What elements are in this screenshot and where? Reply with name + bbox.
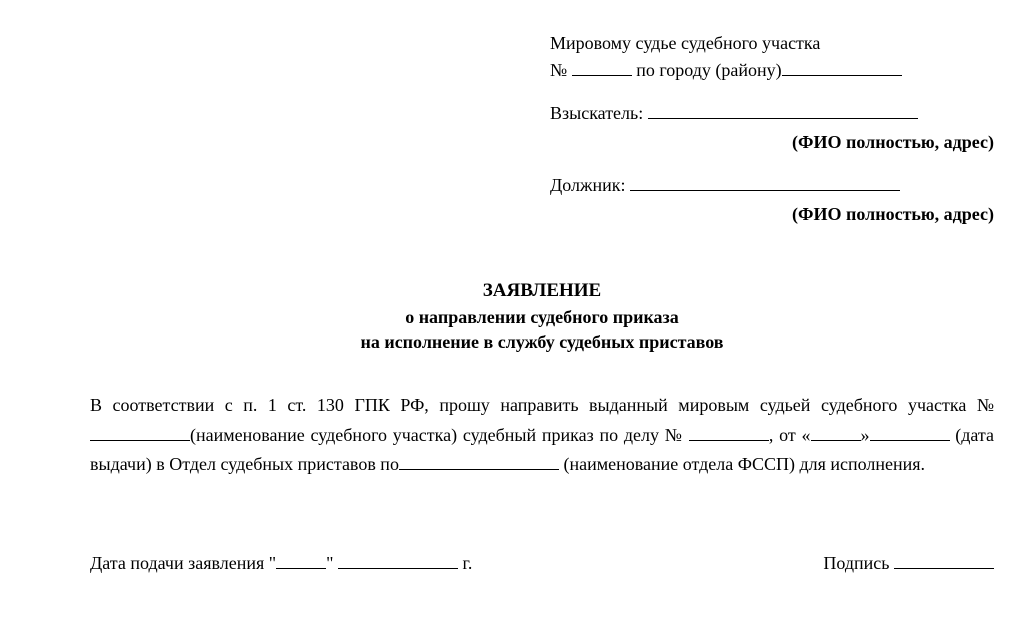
claimant-label: Взыскатель: — [550, 103, 643, 123]
debtor-label: Должник: — [550, 175, 625, 195]
city-label: по городу (району) — [636, 60, 781, 80]
title-line1: ЗАЯВЛЕНИЕ — [90, 278, 994, 305]
date-label: Дата подачи заявления " — [90, 553, 276, 573]
addressee-line1: Мировому судье судебного участка — [550, 30, 994, 57]
title-line3: на исполнение в службу судебных приставо… — [90, 330, 994, 355]
debtor-line: Должник: — [550, 172, 994, 199]
body-part3: , от « — [769, 425, 811, 445]
claimant-line: Взыскатель: — [550, 100, 994, 127]
blank-sub-day[interactable] — [276, 551, 326, 569]
blank-fssp-dept[interactable] — [399, 452, 559, 470]
blank-day[interactable] — [811, 423, 861, 441]
body-paragraph: В соответствии с п. 1 ст. 130 ГПК РФ, пр… — [90, 391, 994, 480]
debtor-block: Должник: (ФИО полностью, адрес) — [550, 172, 994, 228]
body-part6: (наименование отдела ФССП) для исполнени… — [563, 454, 925, 474]
date-mid: " — [326, 553, 333, 573]
body-part2: (наименование судебного участка) судебны… — [190, 425, 683, 445]
blank-case-number[interactable] — [689, 423, 769, 441]
sign-group: Подпись — [823, 550, 994, 577]
claimant-sub: (ФИО полностью, адрес) — [550, 129, 994, 156]
claimant-block: Взыскатель: (ФИО полностью, адрес) — [550, 100, 994, 156]
number-prefix: № — [550, 60, 567, 80]
addressee-line2: № по городу (району) — [550, 57, 994, 84]
body-part4: » — [861, 425, 870, 445]
footer-row: Дата подачи заявления " " г. Подпись — [90, 550, 994, 577]
blank-city[interactable] — [782, 58, 902, 76]
title-block: ЗАЯВЛЕНИЕ о направлении судебного приказ… — [90, 278, 994, 355]
addressee-block: Мировому судье судебного участка № по го… — [550, 30, 994, 84]
sign-label: Подпись — [823, 553, 889, 573]
debtor-sub: (ФИО полностью, адрес) — [550, 201, 994, 228]
blank-debtor[interactable] — [630, 173, 900, 191]
body-part1: В соответствии с п. 1 ст. 130 ГПК РФ, пр… — [90, 395, 994, 415]
blank-claimant[interactable] — [648, 101, 918, 119]
date-end: г. — [462, 553, 472, 573]
blank-sub-month[interactable] — [338, 551, 458, 569]
blank-signature[interactable] — [894, 551, 994, 569]
blank-court-number[interactable] — [90, 423, 190, 441]
blank-month[interactable] — [870, 423, 950, 441]
date-group: Дата подачи заявления " " г. — [90, 550, 472, 577]
blank-district-number[interactable] — [572, 58, 632, 76]
title-line2: о направлении судебного приказа — [90, 305, 994, 330]
